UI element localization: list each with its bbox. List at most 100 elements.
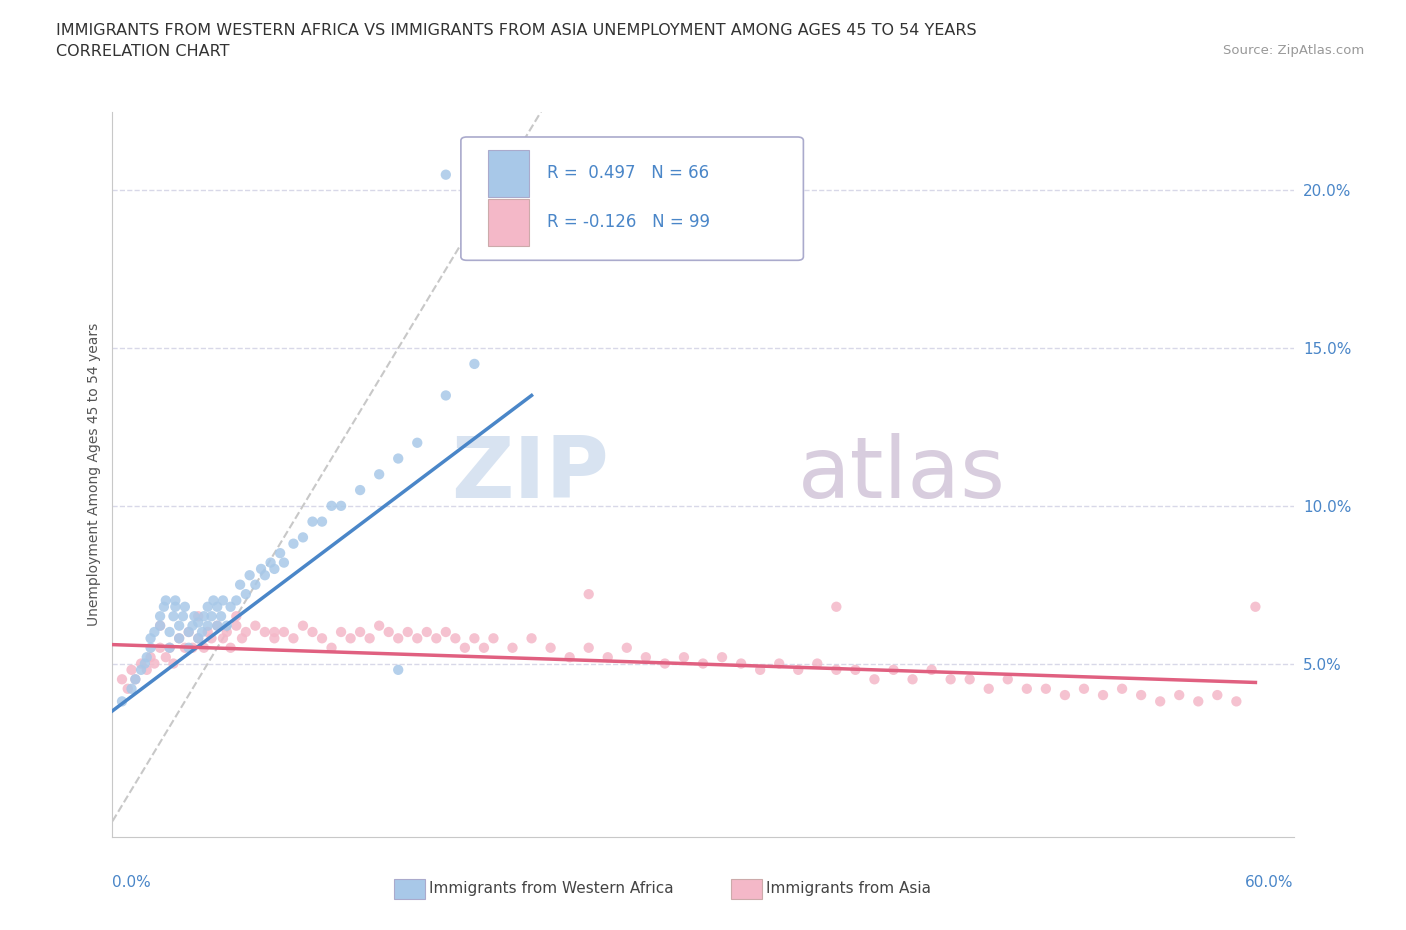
Point <box>202 593 225 608</box>
Point <box>558 650 581 665</box>
Point <box>207 618 229 633</box>
Point <box>301 514 323 529</box>
Point <box>177 625 200 640</box>
Point <box>311 631 333 645</box>
Point <box>245 618 267 633</box>
Point <box>155 650 177 665</box>
Point <box>321 641 343 656</box>
Point <box>167 631 190 645</box>
Point <box>502 641 524 656</box>
Point <box>193 609 215 624</box>
Point <box>339 631 361 645</box>
Point <box>197 625 219 640</box>
Point <box>1111 682 1133 697</box>
Point <box>291 618 314 633</box>
Point <box>167 618 190 633</box>
Point <box>901 671 924 686</box>
Point <box>1092 687 1115 702</box>
Point <box>596 650 619 665</box>
Point <box>209 609 232 624</box>
Point <box>540 641 562 656</box>
Point <box>263 631 285 645</box>
Point <box>250 562 273 577</box>
Point <box>396 625 419 640</box>
Point <box>692 656 714 671</box>
Point <box>139 631 162 645</box>
Point <box>1206 687 1229 702</box>
Point <box>177 641 200 656</box>
Point <box>616 641 638 656</box>
Point <box>149 618 172 633</box>
Point <box>253 625 276 640</box>
Point <box>463 356 485 371</box>
Point <box>212 631 235 645</box>
Point <box>231 631 253 645</box>
Point <box>121 682 143 697</box>
Text: Source: ZipAtlas.com: Source: ZipAtlas.com <box>1223 44 1364 57</box>
Point <box>263 562 285 577</box>
Point <box>406 631 429 645</box>
Point <box>245 578 267 592</box>
Point <box>1168 687 1191 702</box>
Point <box>193 641 215 656</box>
Point <box>159 641 181 656</box>
Point <box>406 435 429 450</box>
Point <box>124 671 146 686</box>
Point <box>482 631 505 645</box>
Point <box>162 609 184 624</box>
Point <box>187 631 209 645</box>
FancyBboxPatch shape <box>461 137 803 260</box>
Point <box>172 609 194 624</box>
FancyBboxPatch shape <box>488 199 530 246</box>
Point <box>311 514 333 529</box>
FancyBboxPatch shape <box>488 150 530 197</box>
Text: R = -0.126   N = 99: R = -0.126 N = 99 <box>547 213 710 231</box>
Point <box>749 662 772 677</box>
Point <box>1149 694 1171 709</box>
Point <box>117 682 139 697</box>
Point <box>191 625 214 640</box>
Point <box>139 641 162 656</box>
Point <box>1073 682 1095 697</box>
Point <box>219 599 242 614</box>
Point <box>229 578 252 592</box>
Point <box>434 625 457 640</box>
Point <box>124 671 146 686</box>
Point <box>111 694 134 709</box>
Point <box>578 641 600 656</box>
Point <box>349 483 371 498</box>
Point <box>844 662 866 677</box>
Point <box>253 568 276 583</box>
Point <box>207 599 229 614</box>
Point <box>273 555 295 570</box>
Point <box>173 599 195 614</box>
Point <box>165 599 187 614</box>
Point <box>654 656 676 671</box>
Point <box>269 546 291 561</box>
Text: IMMIGRANTS FROM WESTERN AFRICA VS IMMIGRANTS FROM ASIA UNEMPLOYMENT AMONG AGES 4: IMMIGRANTS FROM WESTERN AFRICA VS IMMIGR… <box>56 23 977 38</box>
Point <box>149 609 172 624</box>
Point <box>135 650 157 665</box>
Text: R =  0.497   N = 66: R = 0.497 N = 66 <box>547 165 709 182</box>
Point <box>135 662 157 677</box>
Point <box>187 609 209 624</box>
Point <box>173 641 195 656</box>
Point <box>977 682 1000 697</box>
Point <box>121 662 143 677</box>
Point <box>212 593 235 608</box>
Point <box>1225 694 1247 709</box>
Point <box>259 555 281 570</box>
Point <box>434 388 457 403</box>
Point <box>239 568 262 583</box>
Text: CORRELATION CHART: CORRELATION CHART <box>56 44 229 59</box>
Point <box>359 631 381 645</box>
Point <box>225 609 247 624</box>
Point <box>207 618 229 633</box>
Point <box>149 618 172 633</box>
Point <box>368 618 391 633</box>
Point <box>730 656 752 671</box>
Point <box>155 593 177 608</box>
Point <box>143 656 166 671</box>
Point <box>301 625 323 640</box>
Point <box>159 625 181 640</box>
